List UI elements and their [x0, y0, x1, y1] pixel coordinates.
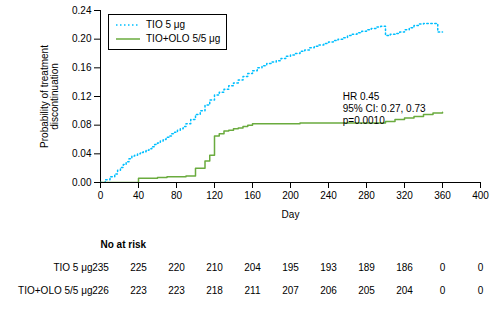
svg-text:0: 0: [478, 262, 484, 273]
html-text:TIO 5 μg: TIO 5 μg: [146, 19, 186, 30]
svg-text:0.08: 0.08: [72, 119, 92, 130]
svg-text:204: 204: [244, 262, 261, 273]
svg-text:120: 120: [206, 190, 223, 201]
svg-text:207: 207: [282, 285, 299, 296]
svg-text:235: 235: [92, 262, 109, 273]
svg-text:225: 225: [130, 262, 147, 273]
svg-text:186: 186: [396, 262, 413, 273]
svg-text:HR 0.45: HR 0.45: [343, 91, 380, 102]
svg-text:189: 189: [358, 262, 375, 273]
html-text:TIO+OLO 5/5 μg: TIO+OLO 5/5 μg: [146, 33, 221, 44]
svg-text:0.20: 0.20: [72, 33, 92, 44]
svg-text:0.00: 0.00: [72, 177, 92, 188]
svg-text:240: 240: [320, 190, 337, 201]
svg-text:360: 360: [434, 190, 451, 201]
svg-text:0: 0: [98, 190, 104, 201]
svg-text:0.12: 0.12: [72, 91, 92, 102]
svg-text:0: 0: [440, 285, 446, 296]
svg-text:211: 211: [245, 285, 261, 296]
svg-text:0.24: 0.24: [72, 5, 92, 16]
svg-text:0: 0: [440, 262, 446, 273]
svg-text:0: 0: [478, 285, 484, 296]
svg-text:0.04: 0.04: [72, 148, 92, 159]
svg-text:160: 160: [244, 190, 261, 201]
svg-text:200: 200: [282, 190, 299, 201]
svg-text:280: 280: [358, 190, 375, 201]
svg-text:40: 40: [133, 190, 145, 201]
svg-text:TIO+OLO 5/5 μg: TIO+OLO 5/5 μg: [18, 285, 92, 296]
svg-text:223: 223: [130, 285, 147, 296]
svg-text:195: 195: [282, 262, 299, 273]
svg-text:320: 320: [396, 190, 413, 201]
svg-text:223: 223: [168, 285, 185, 296]
svg-text:193: 193: [320, 262, 337, 273]
svg-text:204: 204: [396, 285, 413, 296]
svg-text:95% CI: 0.27, 0.73: 95% CI: 0.27, 0.73: [343, 103, 426, 114]
svg-text:p=0.0010: p=0.0010: [343, 115, 385, 126]
svg-text:0.16: 0.16: [72, 62, 92, 73]
svg-text:205: 205: [358, 285, 375, 296]
svg-text:80: 80: [171, 190, 183, 201]
svg-text:210: 210: [206, 262, 223, 273]
svg-text:226: 226: [92, 285, 109, 296]
svg-text:218: 218: [206, 285, 223, 296]
svg-text:No at risk: No at risk: [101, 239, 147, 250]
svg-text:Day: Day: [282, 209, 300, 220]
svg-text:220: 220: [168, 262, 185, 273]
svg-text:Probability of treatmentdiscon: Probability of treatmentdiscontinuation: [39, 45, 60, 148]
svg-text:206: 206: [320, 285, 337, 296]
svg-text:400: 400: [472, 190, 489, 201]
svg-text:TIO 5 μg: TIO 5 μg: [53, 262, 92, 273]
